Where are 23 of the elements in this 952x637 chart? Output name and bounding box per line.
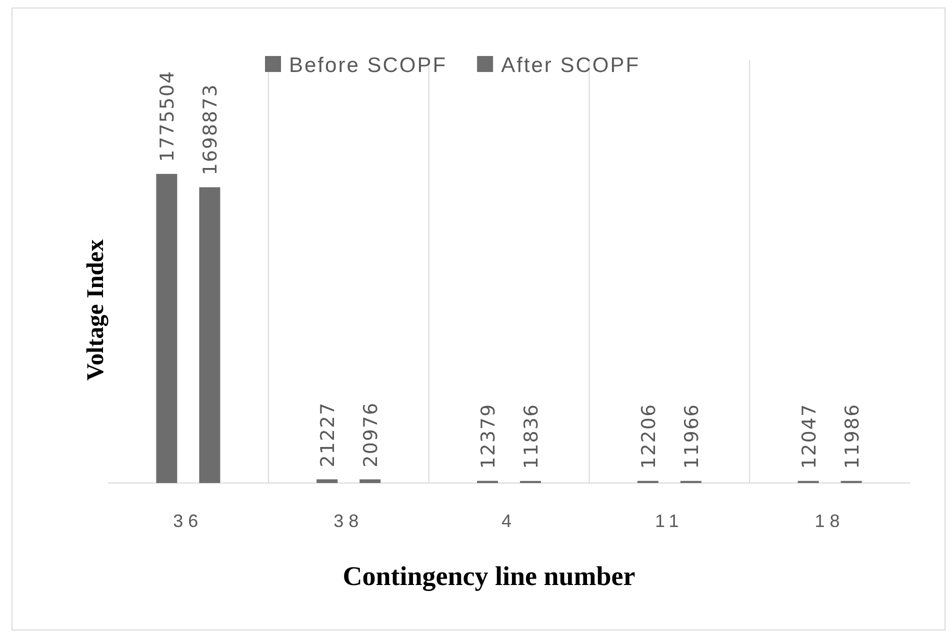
data-label: 21227 <box>317 402 340 468</box>
data-label: 12379 <box>478 403 500 469</box>
x-axis-title: Contingency line number <box>342 561 636 591</box>
data-label: 1775504 <box>156 70 179 162</box>
x-tick-label: 11 <box>655 511 684 531</box>
x-tick-label: 36 <box>173 511 204 531</box>
legend-label: Before SCOPF <box>289 54 448 77</box>
data-label: 20976 <box>360 402 382 468</box>
bar <box>199 187 220 483</box>
bar <box>360 479 381 483</box>
bar <box>316 479 338 483</box>
bar <box>156 174 178 483</box>
data-label: 11986 <box>841 403 864 469</box>
x-tick-label: 38 <box>334 511 364 531</box>
data-label: 11966 <box>680 403 703 469</box>
x-tick-label: 18 <box>814 511 845 531</box>
legend-label: After SCOPF <box>501 54 640 77</box>
data-label: 12206 <box>638 403 660 469</box>
y-axis-title: Voltage Index <box>83 239 109 381</box>
data-label: 11836 <box>520 403 542 469</box>
x-tick-label: 4 <box>501 511 517 531</box>
data-label: 1698873 <box>200 84 222 176</box>
data-label: 12047 <box>798 403 820 469</box>
